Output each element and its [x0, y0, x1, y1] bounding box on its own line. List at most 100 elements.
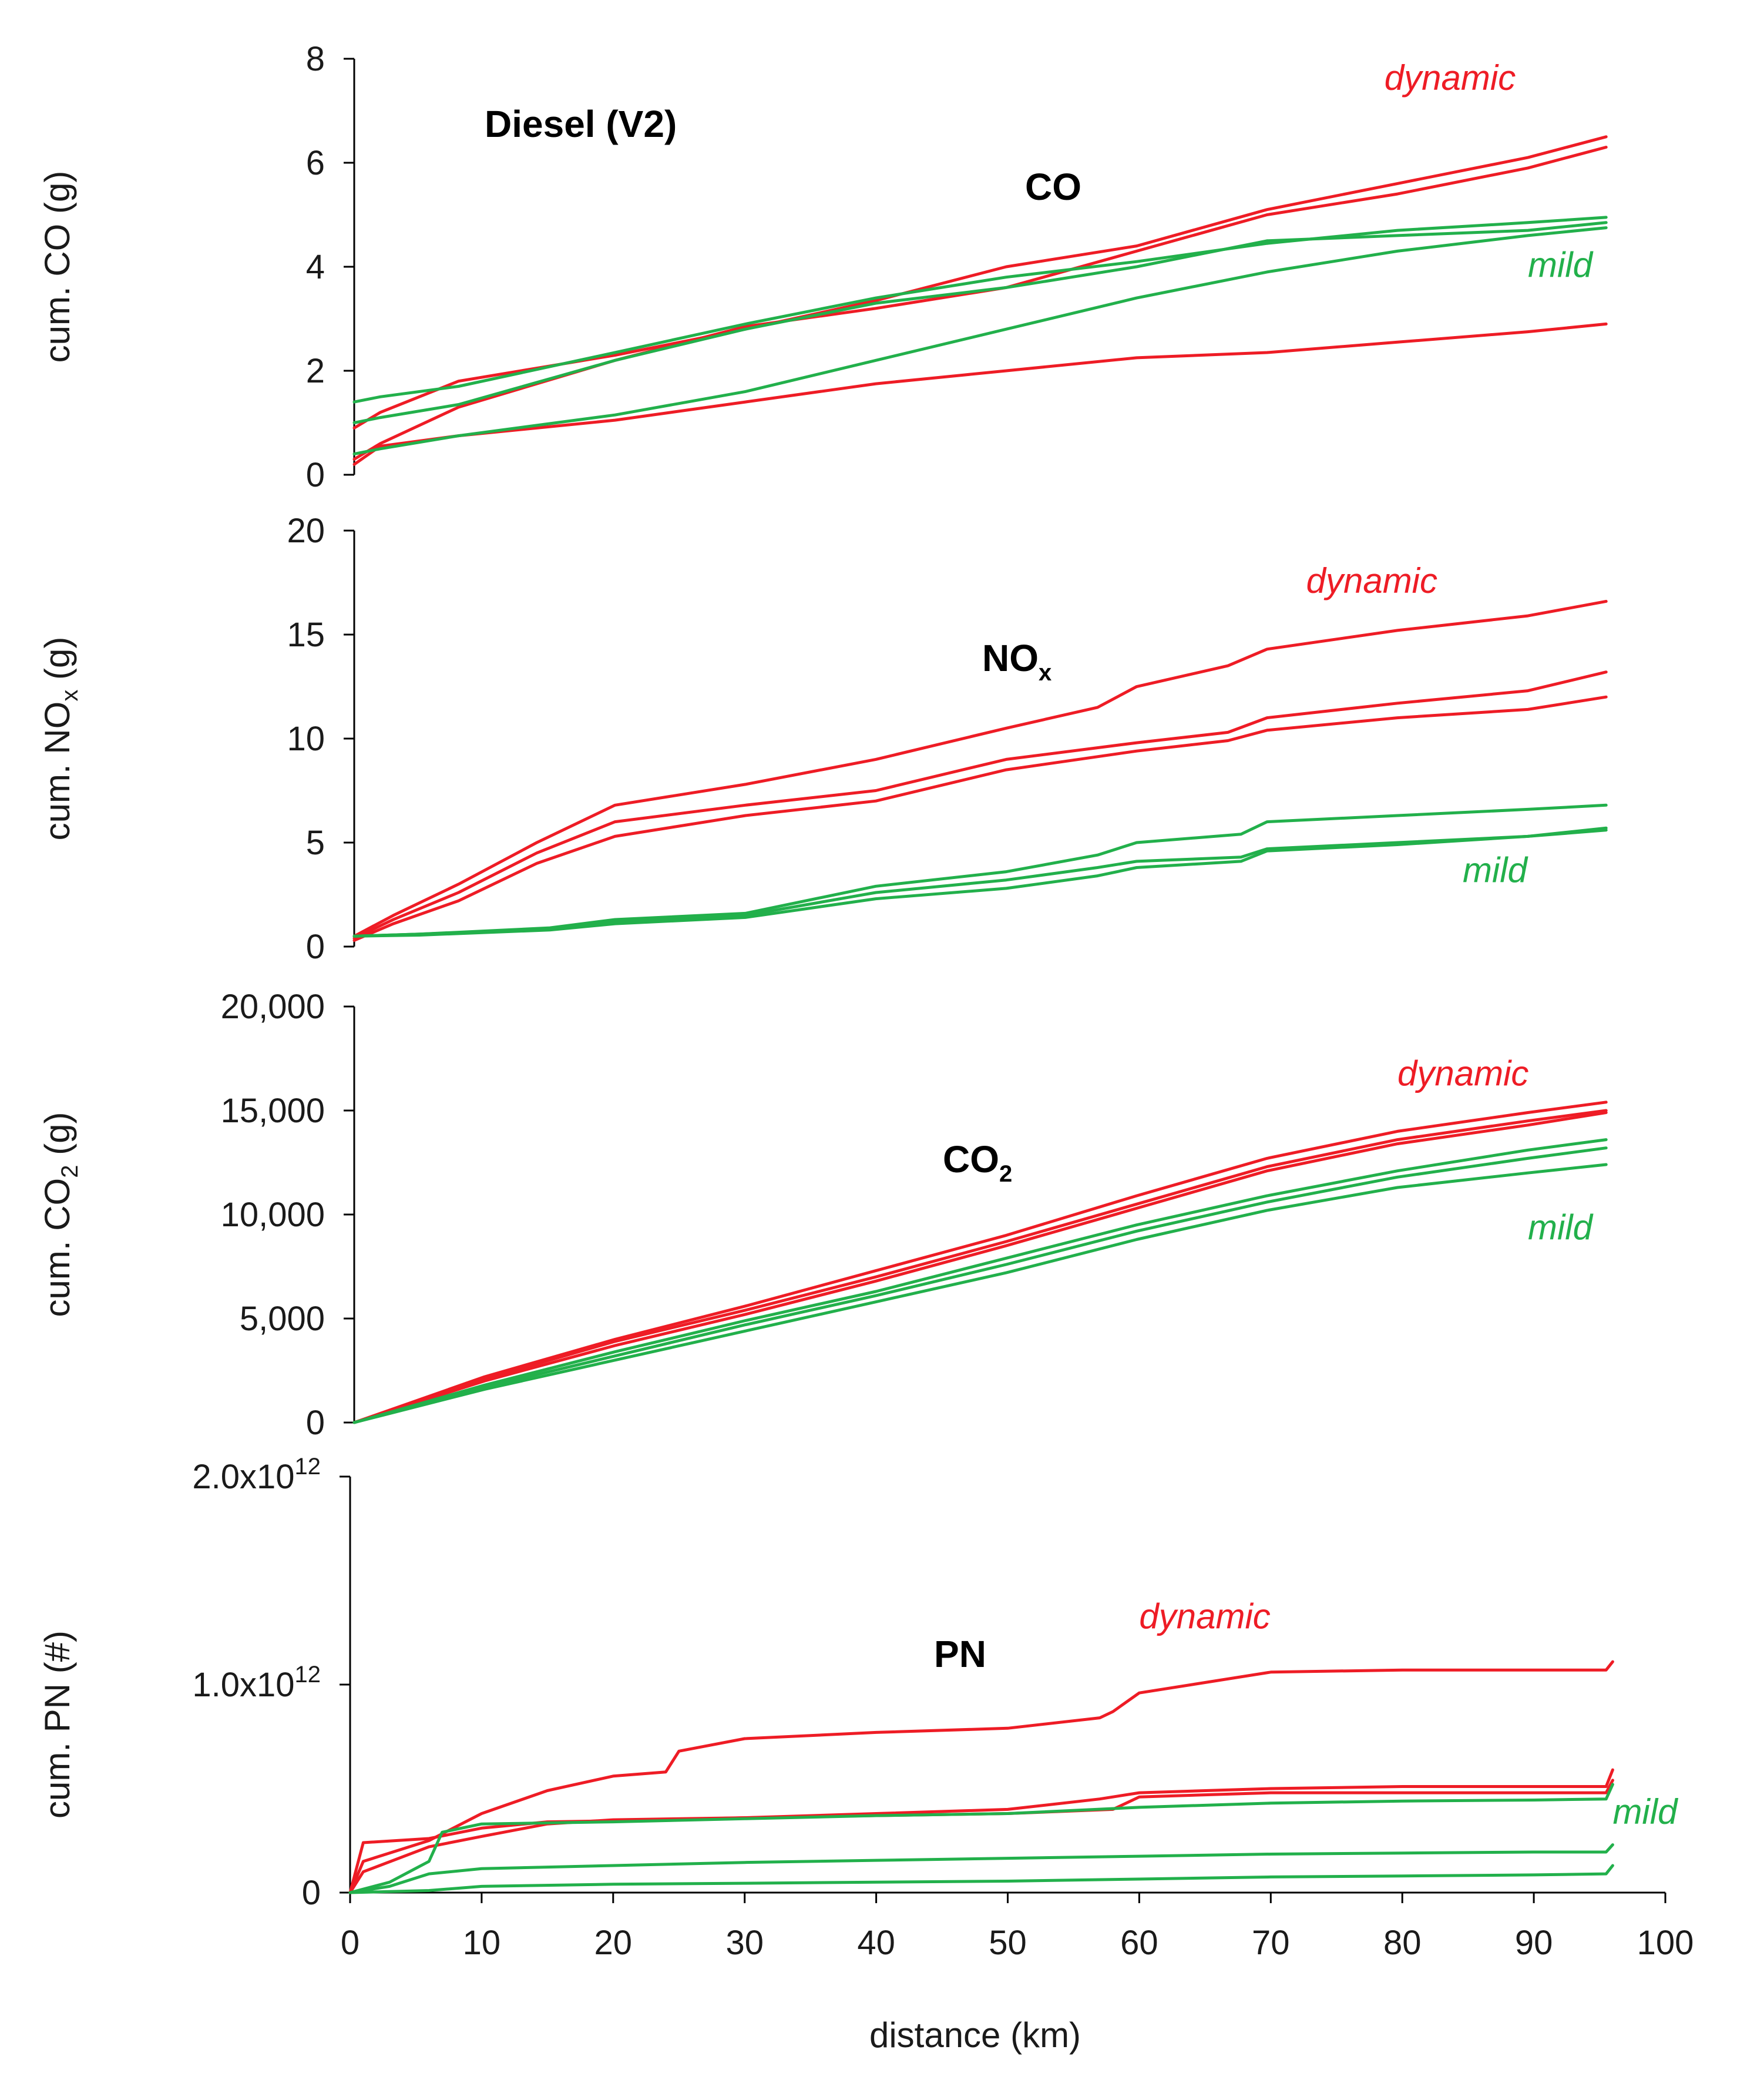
series-co-mild-3: [352, 216, 1608, 404]
y-axis-title-co2-main: cum. CO: [38, 1178, 77, 1317]
panel-label-nox: NOx: [982, 637, 1051, 686]
y-tick-label-nox-2: 10: [287, 720, 325, 758]
y-tick-label-nox-2-base: 10: [287, 720, 325, 758]
annotation-pn-mild: mild: [1612, 1792, 1678, 1831]
annotation-co-mild: mild: [1528, 246, 1594, 285]
panel-label-nox-main: NO: [982, 637, 1039, 679]
y-tick-label-co2-2: 10,000: [221, 1196, 325, 1234]
y-tick-label-nox-3: 15: [287, 616, 325, 654]
series-pn-dynamic-0: [348, 1660, 1614, 1894]
y-tick-label-co-0-base: 0: [306, 456, 325, 494]
series-nox-dynamic-2: [352, 695, 1608, 942]
series-pn-mild-4: [348, 1843, 1614, 1894]
y-tick-label-co-3: 6: [306, 144, 325, 182]
series-co-dynamic-2: [352, 322, 1608, 466]
x-axis-title: distance (km): [869, 2015, 1081, 2055]
y-tick-label-nox-1-base: 5: [306, 824, 325, 862]
y-tick-label-nox-3-base: 15: [287, 616, 325, 654]
y-tick-label-co-4-base: 8: [306, 40, 325, 78]
series-co-mild-5: [352, 226, 1608, 456]
y-tick-label-nox-0-base: 0: [306, 928, 325, 966]
series-pn-dynamic-1: [348, 1768, 1614, 1894]
x-tick-label-5: 50: [989, 1924, 1027, 1962]
y-tick-label-co2-3: 15,000: [221, 1092, 325, 1130]
annotation-co2-dynamic: dynamic: [1397, 1054, 1528, 1093]
panel-label-pn: PN: [934, 1633, 986, 1675]
y-tick-label-co2-1-base: 5,000: [240, 1300, 325, 1338]
y-tick-label-nox-4: 20: [287, 512, 325, 550]
y-tick-label-pn-1-exp: 12: [295, 1662, 321, 1688]
series-co2-dynamic-0: [352, 1101, 1608, 1424]
panel-label-co2-sub: 2: [999, 1161, 1012, 1187]
plot-area-co2: dynamic mild: [352, 1054, 1608, 1424]
chart-title: Diesel (V2): [485, 103, 677, 145]
panel-label-co2: CO2: [943, 1138, 1012, 1187]
panel-label-co: CO: [1025, 166, 1081, 208]
y-tick-label-co-2-base: 4: [306, 248, 325, 286]
series-nox-dynamic-0: [352, 599, 1608, 938]
y-axis-title-co: cum. CO (g): [38, 171, 77, 363]
x-tick-label-8: 80: [1383, 1924, 1422, 1962]
y-tick-label-pn-2-exp: 12: [295, 1454, 321, 1480]
y-tick-label-pn-1-base: 1.0x10: [192, 1666, 294, 1704]
y-tick-label-co-3-base: 6: [306, 144, 325, 182]
x-tick-label-3: 30: [725, 1924, 764, 1962]
panel-label-co2-main: CO: [943, 1138, 999, 1180]
y-axis-title-nox-main: cum. NO: [38, 702, 77, 841]
y-axis-title-co2: cum. CO2 (g): [38, 1112, 83, 1317]
y-tick-label-co-1: 2: [306, 352, 325, 390]
y-tick-label-co2-3-base: 15,000: [221, 1092, 325, 1130]
x-tick-label-1: 10: [463, 1924, 501, 1962]
y-tick-label-pn-0: 0: [302, 1874, 321, 1912]
x-tick-label-2: 20: [594, 1924, 633, 1962]
series-co2-mild-3: [352, 1138, 1608, 1424]
series-pn-mild-3: [348, 1783, 1614, 1894]
plot-area-nox: dynamic mild: [352, 561, 1608, 942]
annotation-nox-mild: mild: [1463, 850, 1528, 890]
y-tick-label-co-2: 4: [306, 248, 325, 286]
y-tick-label-co-4: 8: [306, 40, 325, 78]
y-axis-title-nox: cum. NOx (g): [38, 637, 83, 841]
y-tick-label-nox-4-base: 20: [287, 512, 325, 550]
series-co2-mild-4: [352, 1146, 1608, 1424]
annotation-pn-dynamic: dynamic: [1139, 1596, 1270, 1636]
y-axis-title-co2-sub: 2: [57, 1165, 83, 1178]
series-co-dynamic-0: [352, 135, 1608, 430]
y-tick-label-co2-4-base: 20,000: [221, 988, 325, 1026]
y-axis-title-nox-tail: (g): [38, 637, 77, 690]
y-tick-label-co2-4: 20,000: [221, 988, 325, 1026]
y-axis-title-co2-tail: (g): [38, 1112, 77, 1165]
y-ticks-co: 0 2 4 6 8: [306, 40, 354, 494]
y-tick-label-co-1-base: 2: [306, 352, 325, 390]
series-co-dynamic-1: [352, 146, 1608, 461]
plot-area-pn: dynamic mild: [348, 1596, 1678, 1894]
series-co2-dynamic-2: [352, 1111, 1608, 1424]
x-tick-label-7: 70: [1252, 1924, 1290, 1962]
y-axis-title-pn: cum. PN (#): [38, 1631, 77, 1819]
y-axis-title-nox-sub: x: [57, 690, 83, 702]
x-tick-label-4: 40: [857, 1924, 895, 1962]
x-tick-label-0: 0: [341, 1924, 360, 1962]
series-co2-dynamic-1: [352, 1109, 1608, 1424]
panel-label-nox-sub: x: [1039, 660, 1051, 686]
y-tick-label-nox-0: 0: [306, 928, 325, 966]
plot-area-co: dynamic mild: [352, 58, 1608, 466]
y-ticks-nox: 0 5 10 15 20: [287, 512, 354, 966]
x-tick-label-9: 90: [1515, 1924, 1553, 1962]
annotation-co-dynamic: dynamic: [1385, 58, 1516, 98]
series-pn-mild-5: [348, 1864, 1614, 1894]
y-tick-label-co-0: 0: [306, 456, 325, 494]
x-tick-label-10: 100: [1637, 1924, 1694, 1962]
annotation-co2-mild: mild: [1528, 1207, 1594, 1247]
y-tick-label-pn-2-base: 2.0x10: [192, 1458, 294, 1496]
y-tick-label-nox-1: 5: [306, 824, 325, 862]
y-tick-label-pn-0-base: 0: [302, 1874, 321, 1912]
series-co2-mild-5: [352, 1163, 1608, 1424]
y-ticks-co2: 0 5,000 10,000 15,000 20,000: [221, 988, 354, 1442]
x-ticks: 0 10 20 30 40 50 60 70 80 90 100: [341, 1893, 1694, 1962]
series-co-mild-4: [352, 221, 1608, 424]
x-tick-label-6: 60: [1120, 1924, 1158, 1962]
